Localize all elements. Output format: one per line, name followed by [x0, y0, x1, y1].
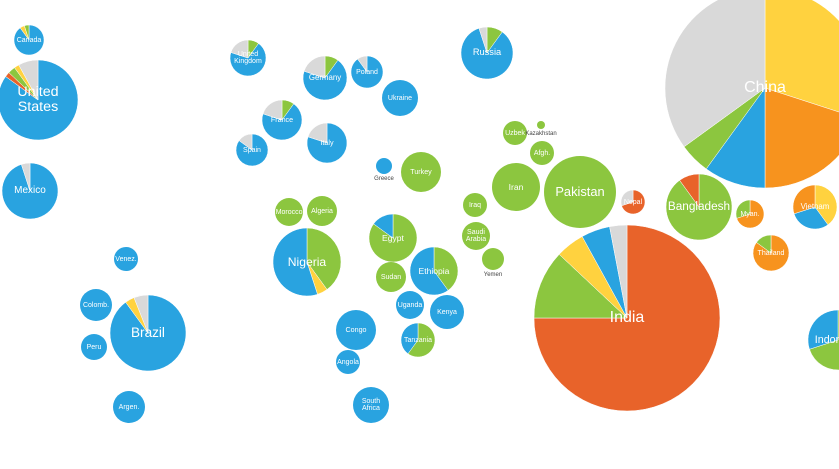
pie-slice [353, 387, 389, 423]
pie-slice [133, 294, 149, 334]
pie-slice [336, 310, 376, 350]
pie-slice [113, 391, 145, 423]
pie-slice [462, 222, 490, 250]
pie-slice [114, 247, 138, 271]
pie-slice [460, 27, 514, 80]
pie-slice [503, 121, 527, 145]
pie-slice [376, 158, 392, 174]
pie-slice [764, 0, 839, 113]
pie-slice [764, 87, 839, 189]
pie-slice [303, 55, 326, 79]
pie-slice [18, 59, 39, 101]
pie-slice [306, 227, 342, 290]
pie-slice [809, 309, 839, 371]
pie-slice [530, 141, 554, 165]
pie-slice [400, 322, 419, 355]
pie-slice [230, 39, 249, 59]
pie-slice [396, 291, 424, 319]
pie-slice [229, 43, 267, 77]
pie-slice [357, 55, 368, 73]
pie-slice [736, 199, 765, 229]
pie-slice [24, 24, 30, 41]
pie-slice [275, 198, 303, 226]
pie-slice [537, 121, 545, 129]
pie-slice [492, 163, 540, 211]
pie-slice [307, 196, 337, 226]
pie-slice [376, 262, 406, 292]
pie-slice [0, 59, 79, 141]
pie-slice [80, 289, 112, 321]
pie-slice [807, 309, 839, 350]
pie-slice [409, 246, 449, 296]
pie-slice [482, 248, 504, 270]
pie-slice [272, 227, 318, 297]
pie-slice [814, 184, 838, 226]
pie-slice [302, 59, 348, 101]
pie-slice [433, 246, 459, 291]
pie-slice [533, 253, 628, 319]
pie-slice [430, 295, 464, 329]
pie-slice [21, 162, 31, 192]
pie-slice [609, 224, 628, 319]
pie-slice [382, 80, 418, 116]
pie-slice [621, 189, 646, 215]
pie-slice [463, 193, 487, 217]
pie-slice [407, 322, 436, 358]
pie-slice [793, 206, 829, 230]
pie-slice [238, 133, 253, 151]
pie-slice [735, 199, 751, 219]
pie-slice [620, 189, 634, 207]
pie-slice [373, 213, 394, 239]
pie-slice [401, 152, 441, 192]
pie-slice [679, 173, 700, 208]
pie-slice [307, 122, 328, 144]
pie-slice [478, 26, 488, 54]
pie-slice [792, 184, 816, 215]
pie-slice [756, 234, 772, 254]
pie-slice [336, 350, 360, 374]
pie-slice [262, 99, 283, 121]
pie-slice [261, 103, 303, 141]
pie-slice [533, 224, 721, 412]
pie-slice [81, 334, 107, 360]
pie-slice [544, 156, 616, 228]
pie-slice [664, 0, 766, 148]
